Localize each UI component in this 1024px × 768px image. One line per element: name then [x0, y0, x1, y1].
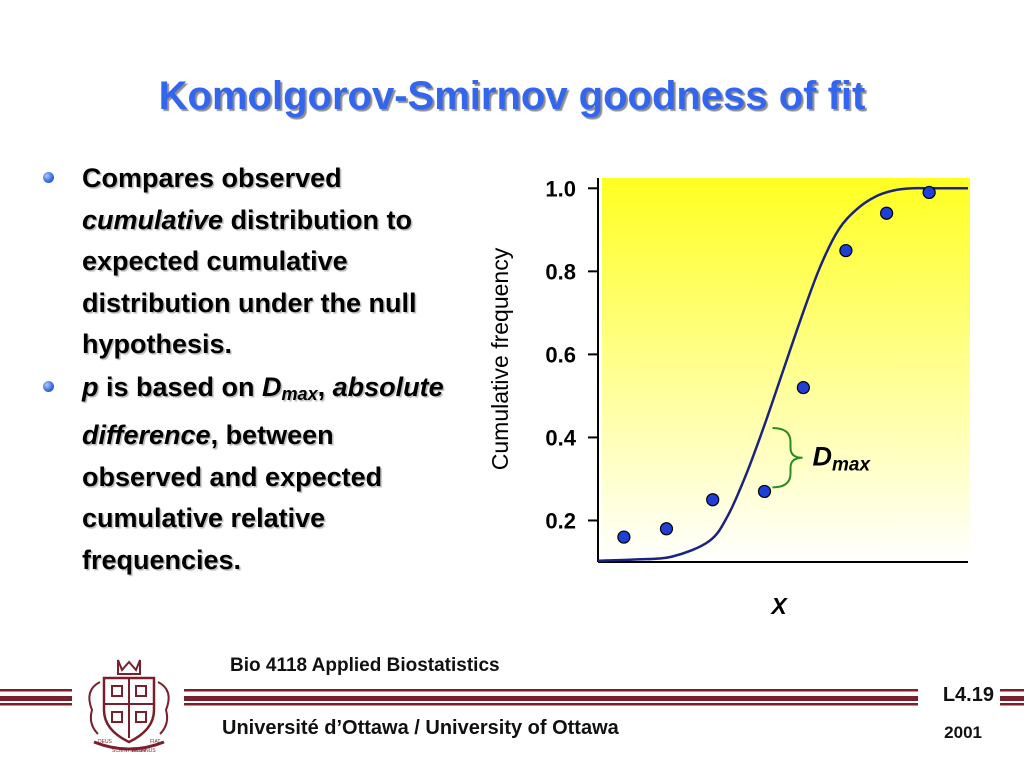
bullet-item: p is based on Dmax, absolute difference,… [40, 367, 460, 582]
bullet-text-part: cumulative [82, 204, 224, 235]
dmax-brace [772, 426, 803, 489]
y-tick-label: 0.4 [545, 425, 576, 450]
footer-band-stripe [1000, 689, 1024, 692]
footer-band-stripe [1000, 703, 1024, 706]
observed-point [617, 530, 631, 544]
slide-year: 2001 [944, 723, 982, 742]
bullet-text-part: distribution to expected cumulative dist… [82, 204, 417, 360]
footer-band-stripe [0, 703, 72, 706]
observed-point [757, 484, 772, 499]
bullet-text-part: absolute difference [82, 371, 444, 451]
y-tick-label: 0.8 [545, 259, 576, 284]
y-tick-label: 0.2 [545, 508, 576, 533]
dmax-main: D [813, 442, 833, 472]
crest-motto-bottom: SCIENTIARUM [112, 748, 146, 754]
expected-cumulative-curve [597, 186, 968, 563]
bullet-text-part: is based on [98, 371, 263, 402]
bullet-dot-icon [43, 380, 54, 392]
crest-motto-right: FIAT [150, 739, 160, 745]
bullet-text-part: , between observed and expected cumulati… [82, 420, 383, 575]
university-crest-icon: DEUS SCIENTIARUM DOMINUS FIAT [88, 659, 170, 754]
footer-band-stripe [184, 696, 918, 701]
dmax-sub: max [832, 455, 871, 476]
bullet-text-part: , [317, 371, 333, 402]
bullet-list: Compares observed cumulative distributio… [40, 158, 460, 582]
slide-title: Komolgorov-Smirnov goodness of fit [158, 74, 866, 118]
footer-band-stripe [0, 689, 72, 692]
bullet-text-part: D [262, 371, 282, 402]
crest-motto-left: DEUS [98, 739, 113, 745]
observed-point [659, 522, 674, 536]
observed-point [839, 243, 853, 258]
slide-number: L4.19 [942, 684, 994, 706]
footer-band-stripe [1000, 696, 1024, 701]
y-tick-label: 0.6 [545, 342, 576, 367]
observed-point [796, 381, 810, 395]
x-axis-label: X [769, 593, 788, 619]
observed-point [922, 185, 936, 200]
bullet-dot-icon [43, 172, 54, 183]
bullet-item: Compares observed cumulative distributio… [40, 158, 460, 366]
bullet-text-part: Compares observed [82, 163, 342, 193]
y-tick-label: 1.0 [545, 176, 576, 201]
plot-background [602, 178, 970, 562]
course-name: Bio 4118 Applied Biostatistics [230, 655, 500, 676]
y-axis-label: Cumulative frequency [487, 247, 513, 470]
bullet-text-part: max [281, 383, 318, 404]
crest-motto-bottom-right: DOMINUS [132, 748, 156, 754]
observed-point [706, 493, 720, 507]
footer-band [0, 689, 1024, 706]
bullet-text-part: p [82, 371, 99, 402]
footer-band-stripe [0, 696, 72, 701]
footer-band-stripe [184, 703, 918, 706]
university-name: Université d’Ottawa / University of Otta… [222, 717, 619, 739]
dmax-label: Dmax [813, 442, 872, 476]
observed-point [879, 206, 894, 220]
footer-band-stripe [184, 689, 918, 692]
